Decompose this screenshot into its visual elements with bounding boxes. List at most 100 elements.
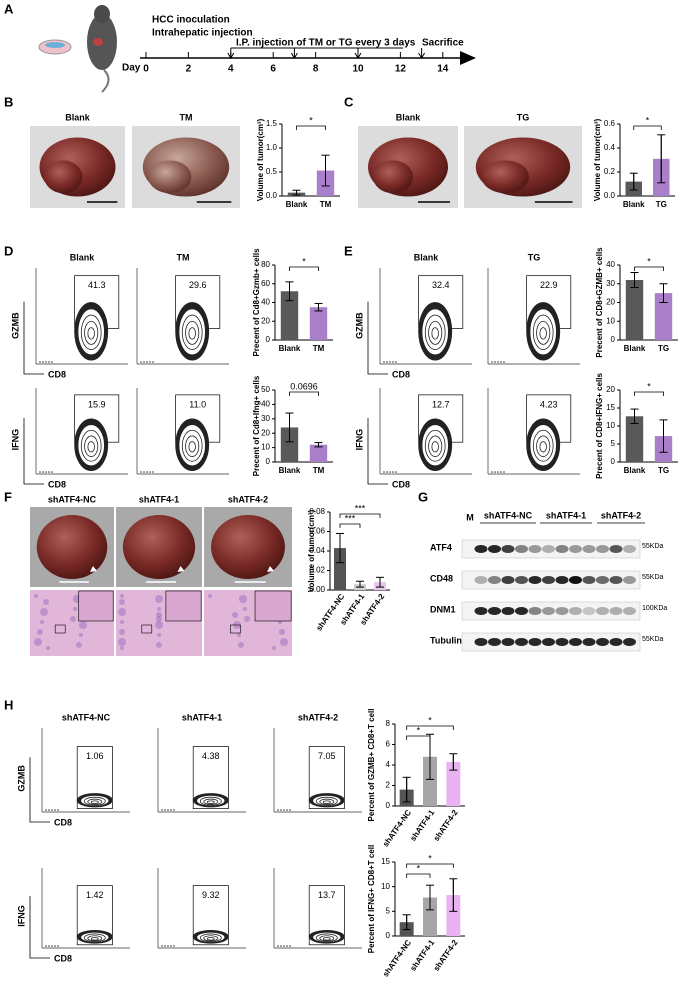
day-label: 0: [143, 64, 149, 75]
event: [48, 945, 50, 947]
event: [170, 809, 172, 811]
group-label: shATF4-2: [298, 712, 338, 722]
event: [386, 471, 388, 473]
liver-lobe: [373, 160, 413, 194]
contour: [188, 327, 196, 340]
x-axis-label: CD8: [48, 369, 66, 379]
contour: [90, 937, 99, 941]
row-label: CD48: [430, 573, 453, 583]
event: [503, 471, 505, 473]
band: [528, 576, 542, 584]
y-tick-label: 60: [261, 279, 270, 288]
cell-cluster: [46, 646, 50, 650]
day-label: 10: [352, 64, 364, 75]
cell-cluster: [79, 621, 87, 629]
gate: [76, 746, 113, 809]
significance: *: [428, 853, 432, 863]
x-tick-label: Blank: [624, 344, 646, 353]
event: [149, 361, 151, 363]
x-tick-label: Blank: [279, 344, 301, 353]
cell-cluster: [155, 621, 163, 629]
band: [474, 576, 488, 584]
gate: [308, 746, 345, 809]
marker-label: M: [466, 512, 474, 522]
contour: [206, 800, 215, 804]
gate-value: 13.7: [318, 890, 336, 900]
contour: [322, 937, 331, 941]
x-tick-label: shATF4-2: [432, 808, 460, 843]
event: [491, 361, 493, 363]
bar: [309, 307, 328, 340]
cell-cluster: [119, 599, 125, 605]
x-tick-label: TG: [658, 466, 669, 475]
event: [280, 809, 282, 811]
event: [161, 945, 163, 947]
x-tick-label: Blank: [286, 200, 308, 209]
photo-label: TM: [180, 112, 193, 122]
cell-cluster: [40, 608, 48, 616]
y-axis-label: IFNG: [10, 429, 20, 451]
band: [542, 545, 555, 553]
cell-cluster: [70, 616, 76, 622]
cell-cluster: [40, 620, 44, 624]
gate-value: 1.42: [86, 890, 104, 900]
cell-cluster: [238, 642, 244, 648]
band: [474, 607, 488, 615]
size-label: 55KDa: [642, 574, 664, 581]
y-tick-label: 10: [606, 421, 615, 430]
gate-value: 12.7: [432, 399, 450, 409]
y-axis-label: GZMB: [10, 312, 20, 339]
x-tick-label: TG: [656, 200, 667, 209]
significance: *: [417, 725, 421, 735]
bar: [446, 895, 461, 936]
inset: [165, 590, 202, 622]
y-tick-label: 20: [606, 385, 615, 394]
event: [48, 471, 50, 473]
axis-arrow: [29, 896, 50, 959]
band: [555, 638, 569, 646]
photo-label: Blank: [65, 112, 91, 122]
band: [596, 576, 609, 584]
event: [386, 361, 388, 363]
gate-value: 1.06: [86, 751, 104, 761]
band: [569, 545, 582, 553]
day-label: 6: [270, 64, 276, 75]
event: [503, 361, 505, 363]
cell-cluster: [119, 629, 125, 635]
bar: [446, 761, 461, 806]
gate-value: 9.32: [202, 890, 220, 900]
cell-cluster: [232, 612, 238, 618]
y-axis-label: Percent of IFNG+ CD8+T cell: [367, 845, 376, 953]
cell-cluster: [118, 638, 126, 646]
arrow: [418, 52, 426, 59]
event: [289, 945, 291, 947]
mouse-head: [94, 5, 110, 23]
x-tick-label: TM: [320, 200, 332, 209]
event: [164, 945, 166, 947]
contour: [322, 800, 331, 804]
event: [45, 361, 47, 363]
blot-strip: [461, 601, 641, 621]
band: [515, 576, 528, 584]
band: [488, 607, 501, 615]
y-tick-label: 0.08: [309, 507, 325, 516]
event: [51, 945, 53, 947]
significance: *: [647, 256, 651, 266]
band: [569, 638, 582, 646]
y-tick-label: 30: [606, 279, 615, 288]
y-tick-label: 15: [606, 403, 615, 412]
y-axis-label: Precent of CD8+GZMB+ cells: [595, 247, 604, 358]
x-tick-label: shATF4-2: [432, 938, 460, 973]
band: [569, 607, 582, 615]
arrow: [354, 52, 362, 59]
y-tick-label: 0.06: [309, 527, 325, 536]
y-tick-label: 1.0: [266, 143, 278, 152]
y-axis-label: Percent of GZMB+ CD8+T cell: [367, 709, 376, 822]
annotation: Intrahepatic injection: [152, 28, 253, 39]
significance-bracket: [633, 125, 662, 130]
cell-cluster: [43, 599, 49, 605]
y-tick-label: 20: [261, 316, 270, 325]
cell-cluster: [118, 608, 126, 616]
significance-bracket: [634, 391, 664, 396]
event: [146, 361, 148, 363]
